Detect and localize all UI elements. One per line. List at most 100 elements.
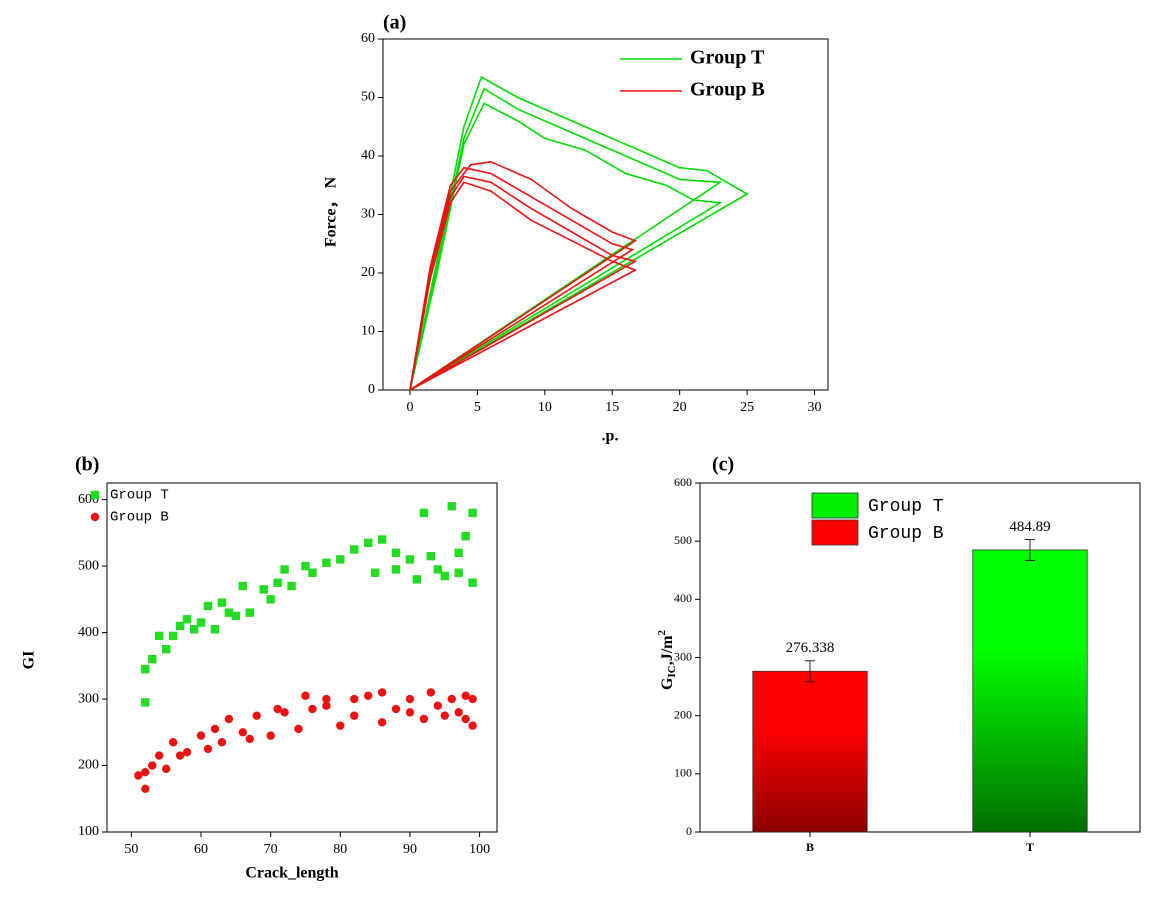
point: [412, 575, 422, 584]
y-tick-label: 100: [674, 766, 692, 780]
y-tick-label: 50: [361, 90, 375, 105]
point: [287, 581, 296, 591]
curve: [409, 102, 723, 391]
point: [161, 644, 171, 654]
point: [322, 558, 331, 567]
x-tick-label: 30: [808, 400, 822, 415]
point: [273, 578, 282, 587]
point: [350, 694, 359, 704]
y-tick-label: 30: [361, 207, 375, 222]
legend-label: Group T: [690, 47, 765, 69]
point: [217, 738, 227, 747]
point: [217, 598, 227, 607]
y-axis-title-part: ,J/m: [659, 635, 676, 665]
point: [301, 691, 310, 700]
point: [189, 625, 199, 634]
point: [461, 691, 470, 700]
point: [294, 724, 303, 734]
point: [266, 595, 275, 604]
point: [224, 714, 234, 724]
y-tick-label: 500: [674, 533, 692, 547]
point: [141, 698, 150, 707]
x-tick-label: 0: [406, 400, 413, 415]
point: [231, 611, 241, 621]
point: [363, 691, 373, 700]
point: [419, 508, 429, 518]
curve: [409, 160, 637, 391]
panel-label: (a): [383, 12, 406, 34]
point: [224, 608, 234, 617]
point: [238, 728, 248, 737]
y-tick-label: 40: [361, 148, 375, 163]
y-tick-label: 100: [78, 824, 99, 839]
value-label: 484.89: [1009, 519, 1050, 535]
point: [266, 731, 275, 740]
legend-swatch: [811, 519, 859, 546]
x-tick-label: 15: [605, 400, 619, 415]
point: [148, 761, 157, 770]
point: [419, 714, 429, 724]
point: [168, 631, 178, 641]
y-axis-title-sub: IC: [666, 665, 678, 677]
point: [454, 548, 463, 557]
curve: [409, 75, 749, 391]
point: [175, 751, 185, 760]
point: [259, 585, 268, 594]
x-tick-label: 50: [124, 842, 138, 857]
point: [280, 708, 289, 717]
point: [141, 664, 150, 674]
point: [468, 694, 477, 704]
x-tick-label: 70: [264, 842, 278, 857]
curve: [409, 166, 635, 391]
point: [377, 688, 387, 697]
y-axis-title: GIC,J/m2: [656, 630, 678, 690]
point: [377, 718, 387, 727]
legend-marker: [90, 512, 100, 522]
legend-label: Group B: [690, 79, 765, 101]
x-tick-label: 60: [194, 842, 208, 857]
point: [405, 694, 415, 704]
y-tick-label: 60: [361, 31, 375, 46]
point: [155, 631, 164, 641]
point: [245, 734, 254, 744]
point: [468, 721, 477, 730]
point: [168, 738, 178, 747]
point: [461, 531, 470, 541]
point: [238, 581, 248, 591]
bar: [752, 670, 868, 833]
point: [405, 555, 415, 564]
point: [141, 784, 150, 793]
x-tick-label: 20: [673, 400, 687, 415]
curve: [409, 87, 723, 391]
panel-label: (c): [712, 454, 734, 476]
legend-label: Group B: [110, 510, 169, 526]
point: [440, 711, 449, 720]
x-tick-label: 5: [474, 400, 481, 415]
point: [161, 764, 171, 774]
point: [203, 601, 213, 611]
point: [391, 565, 401, 574]
point: [196, 618, 206, 627]
x-tick-label: 10: [538, 400, 552, 415]
y-tick-label: 300: [674, 649, 692, 663]
point: [377, 535, 387, 544]
point: [196, 731, 206, 740]
y-tick-label: 200: [674, 707, 692, 721]
x-axis-title: Crack_length: [245, 865, 338, 882]
legend-label: Group T: [868, 497, 944, 517]
point: [433, 565, 443, 574]
point: [350, 545, 359, 554]
y-tick-label: 600: [674, 475, 692, 489]
point: [134, 771, 143, 780]
curve: [409, 175, 638, 391]
x-tick-label: B: [806, 840, 814, 854]
point: [405, 708, 415, 717]
x-tick-label: T: [1026, 840, 1034, 854]
point: [461, 714, 470, 724]
x-tick-label: 80: [333, 842, 347, 857]
point: [273, 704, 282, 714]
panel-label: (b): [75, 454, 99, 476]
point: [336, 555, 345, 564]
y-tick-label: 10: [361, 324, 375, 339]
